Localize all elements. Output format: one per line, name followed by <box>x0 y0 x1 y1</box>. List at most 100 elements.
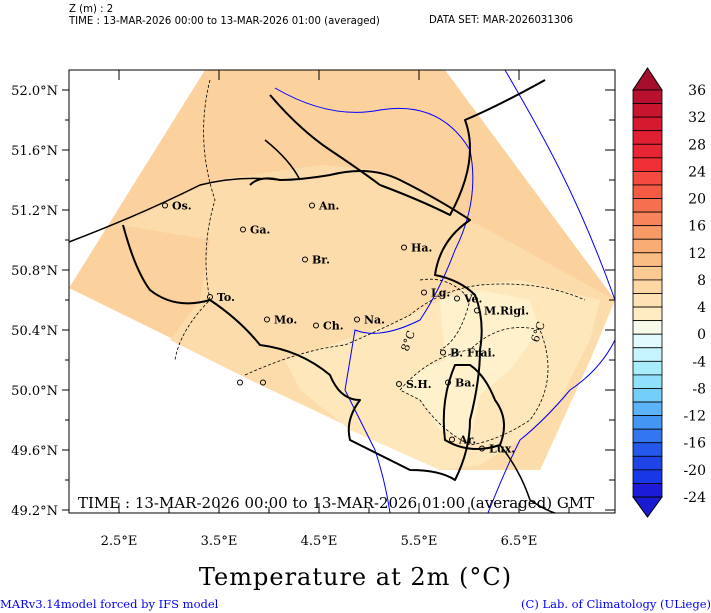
colorbar-box <box>632 143 663 159</box>
city-label: Os. <box>172 200 192 213</box>
isotherm <box>399 327 549 446</box>
border-france-germany <box>499 444 556 514</box>
isotherm <box>244 283 586 376</box>
colorbar-box <box>632 252 663 267</box>
city-label: An. <box>318 200 339 213</box>
colorbar-box <box>632 293 663 308</box>
city-dot <box>421 289 427 296</box>
border-netherlands-north <box>264 139 301 181</box>
colorbar-box <box>632 225 663 240</box>
city-dot <box>454 295 460 302</box>
city-label: Ba. <box>455 377 475 390</box>
colorbar-box <box>632 130 663 145</box>
city-label: Ga. <box>250 224 270 237</box>
colorbar-tick-label: 28 <box>688 137 706 153</box>
colorbar-box <box>632 360 663 376</box>
colorbar-box <box>632 103 663 118</box>
colorbar-box <box>632 265 663 281</box>
city-dot <box>401 244 407 251</box>
colorbar-tick-label: -4 <box>692 354 706 370</box>
copyright-credit: (C) Lab. of Climatology (ULiege) <box>521 597 711 611</box>
colorbar-tick-label: -8 <box>692 381 706 397</box>
lat-tick-label: 49.2°N <box>11 504 58 519</box>
city-marker: Mo. <box>264 314 297 327</box>
cities: Os. An. Ga. Br. Ha. Lg. Ve.M.Rigi. To. Mo. Ch. Na.… <box>162 200 529 456</box>
city-marker: S.H. <box>396 378 432 391</box>
colorbar-box <box>632 320 663 335</box>
city-label: B. Frai. <box>450 347 496 360</box>
river-rhine <box>504 69 616 301</box>
colorbar-box <box>632 279 663 294</box>
city-dot <box>207 294 213 300</box>
city-label: M.Rigi. <box>484 305 529 318</box>
lon-tick-label: 6.5°E <box>501 534 538 549</box>
city-dot <box>162 202 168 209</box>
lon-tick-label: 2.5°E <box>101 534 138 549</box>
lat-tick-label: 52.0°N <box>11 84 58 99</box>
colorbar-tick-label: 12 <box>688 246 706 262</box>
river-meuse <box>274 87 474 514</box>
lat-tick-label: 51.2°N <box>11 204 58 219</box>
border-belgium <box>122 170 483 481</box>
city-marker: Lg. <box>421 287 450 300</box>
colorbar-max-triangle <box>632 67 663 91</box>
city-marker: Na. <box>354 314 385 327</box>
colorbar-box <box>632 198 663 213</box>
colorbar-box <box>632 238 663 254</box>
colorbar-box <box>632 469 663 484</box>
city-dot <box>354 316 360 323</box>
city-marker: M.Rigi. <box>474 305 529 318</box>
city-marker: B. Frai. <box>440 347 496 360</box>
figure-title: Temperature at 2m (°C) <box>198 563 513 591</box>
dataset-label: DATA SET: MAR-2026031306 <box>429 13 574 26</box>
city-dot <box>440 349 446 356</box>
coastline <box>68 177 281 243</box>
city-label: Lg. <box>431 287 450 300</box>
colorbar-box <box>632 483 663 498</box>
city-dot <box>264 316 270 323</box>
city-marker: Ar. <box>449 434 476 447</box>
city-label: Ar. <box>458 434 476 447</box>
colorbar-box <box>632 211 663 227</box>
city-marker: An. <box>309 200 339 213</box>
city-dot <box>240 226 246 233</box>
city-marker: Ve. <box>454 293 482 306</box>
city-dot <box>313 322 319 329</box>
colorbar-box <box>632 374 663 389</box>
city-marker: To. <box>207 291 235 304</box>
colorbar-tick-label: -12 <box>683 409 706 425</box>
city-marker: Ha. <box>401 242 432 255</box>
colorbar-box <box>632 401 663 416</box>
city-marker: Ba. <box>445 377 475 390</box>
lon-tick-label: 3.5°E <box>201 534 238 549</box>
colorbar-box <box>632 170 663 186</box>
city-dot <box>309 202 315 209</box>
colorbar-tick-label: 24 <box>688 164 706 180</box>
colorbar-box <box>632 388 663 403</box>
colorbar-min-triangle <box>632 496 663 518</box>
rivers <box>274 69 616 514</box>
city-label: Ve. <box>463 293 482 306</box>
time-box-label: TIME : 13-MAR-2026 00:00 to 13-MAR-2026 … <box>78 494 594 512</box>
city-label: Na. <box>364 314 385 327</box>
z-level-label: Z (m) : 2 <box>69 2 114 15</box>
colorbar-tick-label: 16 <box>688 219 706 235</box>
colorbar-box <box>632 455 663 471</box>
city-marker: Os. <box>162 200 192 213</box>
colorbar-tick-label: 8 <box>697 273 706 289</box>
city-dot <box>474 307 480 314</box>
city-dot <box>445 379 451 386</box>
axes: 2.5°E 3.5°E 4.5°E 5.5°E 6.5°E 52.0°N 51.6°N 51.… <box>11 70 615 549</box>
colorbar-tick-label: -24 <box>683 490 706 506</box>
city-dot <box>396 381 402 387</box>
city-label: To. <box>217 291 235 304</box>
temperature-field <box>69 70 615 470</box>
city-marker <box>237 379 243 386</box>
colorbar-box <box>632 333 663 349</box>
map-plot: Os. An. Ga. Br. Ha. Lg. Ve.M.Rigi. To. Mo. Ch. Na.… <box>11 67 706 549</box>
colorbar-box <box>632 116 663 132</box>
city-dot <box>449 436 455 443</box>
plot-frame <box>68 69 616 514</box>
city-dot <box>479 445 485 452</box>
isotherm <box>419 278 471 351</box>
